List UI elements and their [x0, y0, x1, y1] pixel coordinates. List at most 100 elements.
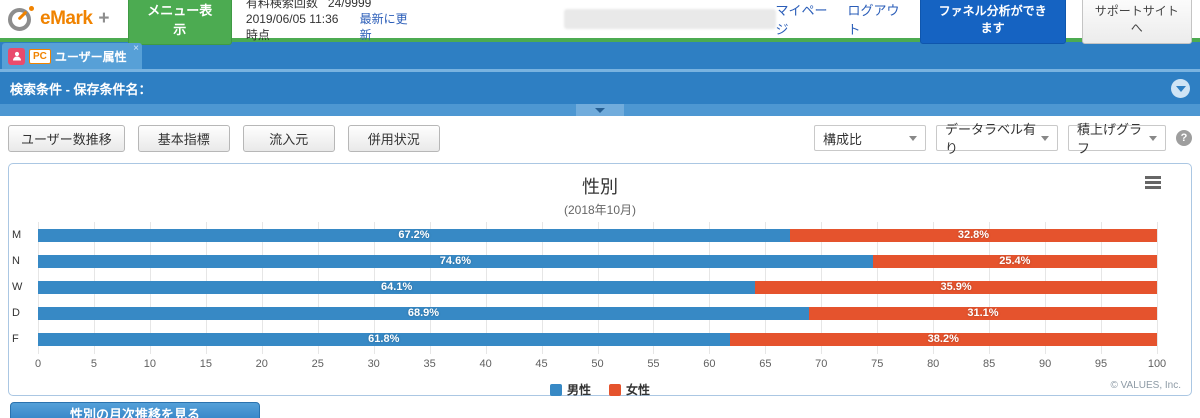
composition-dropdown[interactable]: 構成比 — [814, 125, 926, 151]
axis-tick-label: 65 — [759, 358, 772, 370]
data-label: 74.6% — [439, 255, 471, 267]
button-user-count-trend[interactable]: ユーザー数推移 — [8, 124, 125, 152]
category-label: N — [12, 255, 20, 267]
chevron-down-icon — [1149, 135, 1157, 141]
chart-subtitle: (2018年10月) — [563, 203, 637, 217]
bar-segment-女性[interactable]: 32.8% — [789, 228, 1157, 242]
support-site-button[interactable]: サポートサイトへ — [1081, 0, 1192, 44]
collapse-handle[interactable] — [576, 104, 624, 116]
axis-tick-label: 10 — [143, 358, 157, 370]
category-label: M — [12, 229, 22, 241]
bar-segment-女性[interactable]: 31.1% — [808, 306, 1157, 320]
legend-swatch — [549, 383, 562, 396]
bar-segment-男性[interactable]: 67.2% — [38, 228, 790, 242]
category-label: D — [12, 307, 20, 319]
bar-segment-男性[interactable]: 61.8% — [38, 332, 730, 346]
plot-area: M 67.2% 32.8% N 74.6% 25.4% W 64.1% 35.9% D 68.9% 3… — [12, 222, 1158, 354]
green-divider — [0, 38, 1200, 42]
chart-menu-icon[interactable] — [1145, 176, 1161, 191]
datalabel-dropdown[interactable]: データラベル有り — [936, 122, 1058, 156]
menu-toggle-button[interactable]: メニュー表示 — [127, 0, 232, 45]
data-label: 68.9% — [407, 307, 440, 319]
chevron-down-icon — [1041, 135, 1049, 141]
axis-tick-label: 90 — [1038, 358, 1052, 370]
tab-label: ユーザー属性 — [54, 49, 127, 64]
axis-tick-label: 95 — [1094, 358, 1108, 370]
search-count-label: 有料検索回数 — [245, 0, 318, 10]
data-label: 32.8% — [957, 229, 990, 241]
bar-row-N: N 74.6% 25.4% — [12, 248, 1157, 274]
tab-bar: PC ユーザー属性 × — [0, 42, 1200, 69]
axis-tick-label: 60 — [703, 358, 716, 370]
bar-segment-女性[interactable]: 35.9% — [755, 280, 1157, 294]
condition-expand-icon[interactable] — [1171, 78, 1190, 98]
data-timestamp: 2019/06/05 11:36 時点 — [245, 12, 339, 42]
chart-title: 性別 — [582, 177, 618, 197]
axis-tick-label: 75 — [871, 358, 884, 370]
legend-item-女性[interactable]: 女性 — [609, 381, 650, 398]
axis-tick-label: 50 — [591, 358, 604, 370]
axis-tick-label: 35 — [423, 358, 436, 370]
legend-swatch — [609, 383, 621, 396]
bar-segment-男性[interactable]: 68.9% — [38, 306, 809, 320]
data-label: 35.9% — [940, 281, 972, 293]
data-label: 64.1% — [381, 281, 413, 293]
data-label: 61.8% — [368, 333, 400, 345]
legend-label: 女性 — [626, 383, 651, 397]
bar-row-W: W 64.1% 35.9% — [12, 274, 1157, 300]
monthly-trend-button[interactable]: 性別の月次推移を見る — [10, 402, 260, 418]
usage-info: 有料検索回数 24/9999 2019/06/05 11:36 時点 最新に更新 — [246, 0, 414, 43]
chart-toolbar: ユーザー数推移 基本指標 流入元 併用状況 構成比 データラベル有り 積上げグラ… — [0, 116, 1200, 160]
chart-credits: © VALUES, Inc. — [1110, 380, 1181, 391]
bar-segment-男性[interactable]: 74.6% — [38, 254, 873, 268]
axis-tick-label: 85 — [983, 358, 996, 370]
help-icon[interactable]: ? — [1176, 130, 1192, 146]
refresh-link[interactable]: 最新に更新 — [359, 12, 408, 42]
search-condition-label: 検索条件 - 保存条件名： — [10, 81, 152, 97]
axis-tick-label: 100 — [1147, 358, 1167, 370]
category-label: W — [12, 281, 23, 293]
chevron-down-icon — [909, 135, 917, 141]
search-condition-bar: 検索条件 - 保存条件名： — [0, 72, 1200, 104]
axis-tick-label: 45 — [535, 358, 548, 370]
chart-legend: 男性 女性 — [9, 381, 1191, 398]
funnel-analysis-button[interactable]: ファネル分析ができます — [919, 0, 1066, 44]
emark-logo: eMark + — [8, 6, 110, 32]
tab-divider — [0, 69, 1200, 72]
pc-badge: PC — [29, 48, 51, 64]
tab-close-icon[interactable]: × — [133, 43, 139, 54]
axis-tick-label: 0 — [34, 358, 42, 370]
button-basic-metrics[interactable]: 基本指標 — [137, 124, 230, 152]
axis-tick-label: 80 — [927, 358, 940, 370]
legend-item-男性[interactable]: 男性 — [549, 381, 591, 398]
gridline — [1157, 222, 1158, 354]
axis-tick-label: 55 — [647, 358, 660, 370]
button-concurrent-use[interactable]: 併用状況 — [347, 124, 440, 152]
logo-text: eMark — [40, 8, 93, 29]
compass-icon — [8, 6, 34, 32]
data-label: 31.1% — [967, 307, 999, 319]
tab-user-attributes[interactable]: PC ユーザー属性 × — [2, 43, 142, 69]
axis-tick-label: 20 — [255, 358, 268, 370]
collapse-strip — [0, 104, 1200, 116]
logo-plus: + — [98, 8, 110, 29]
app-header: eMark + メニュー表示 有料検索回数 24/9999 2019/06/05 … — [0, 0, 1200, 45]
category-label: F — [12, 333, 19, 345]
mypage-link[interactable]: マイページ — [775, 3, 828, 37]
x-axis: 0 5 10 15 20 25 30 35 40 45 50 55 60 65 70 75 80 85 90 95 10… — [34, 358, 1166, 373]
button-inflow-source[interactable]: 流入元 — [242, 124, 335, 152]
axis-tick-label: 5 — [90, 358, 97, 370]
axis-tick-label: 30 — [367, 358, 380, 370]
bar-segment-男性[interactable]: 64.1% — [38, 280, 756, 294]
chart-panel: 性別 (2018年10月) M 67.2% 32.8% N 74.6% 25.4% W 64.… — [8, 163, 1192, 398]
bar-row-F: F 61.8% 38.2% — [12, 326, 1157, 352]
bar-segment-女性[interactable]: 38.2% — [729, 332, 1157, 346]
graph-type-dropdown[interactable]: 積上げグラフ — [1068, 122, 1166, 156]
user-icon — [8, 47, 25, 65]
bar-segment-女性[interactable]: 25.4% — [872, 254, 1157, 268]
redacted-account-info — [563, 9, 776, 29]
data-label: 25.4% — [999, 255, 1031, 267]
bar-row-D: D 68.9% 31.1% — [12, 300, 1157, 326]
axis-tick-label: 25 — [311, 358, 324, 370]
logout-link[interactable]: ログアウト — [847, 3, 900, 37]
